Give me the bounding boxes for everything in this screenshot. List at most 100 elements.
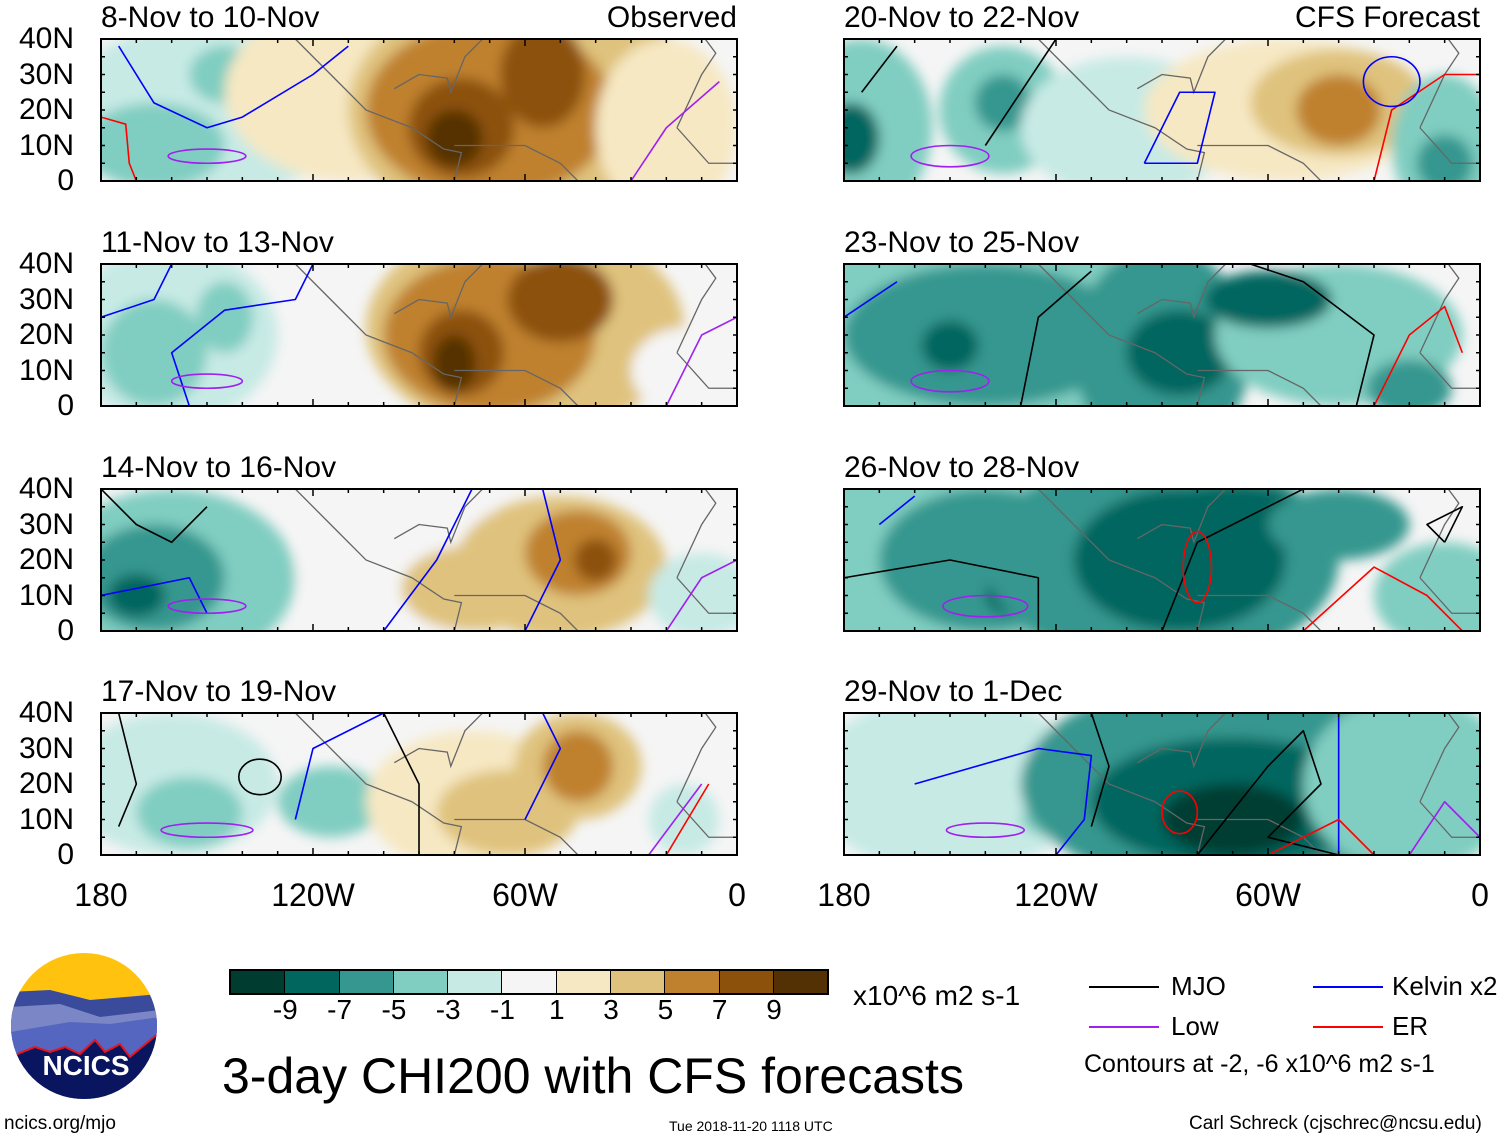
colorbar (229, 969, 830, 995)
coastline (1037, 264, 1480, 406)
legend-swatch-er (1313, 1026, 1383, 1028)
panel-title: 29-Nov to 1-Dec (844, 675, 1063, 708)
panel-title: 11-Nov to 13-Nov (101, 226, 334, 259)
map-panel (844, 489, 1480, 631)
contour-line (382, 713, 420, 855)
lat-label: 0 (57, 614, 74, 647)
lat-label: 10N (18, 578, 74, 612)
colorbar-label: -7 (327, 994, 353, 1025)
shading-cell (1162, 489, 1304, 529)
colorbar-swatch (393, 971, 449, 993)
map-panel (101, 264, 737, 406)
coastline (294, 713, 737, 855)
lat-label: 20N (18, 543, 74, 576)
colorbar-label: -1 (490, 994, 515, 1025)
lat-label: 30N (18, 57, 74, 91)
lon-label: 180 (817, 877, 871, 913)
colorbar-swatch (611, 971, 666, 993)
contour-line (1161, 489, 1304, 631)
lat-label: 20N (18, 93, 74, 126)
shading-cell (648, 552, 737, 631)
site-url[interactable]: ncics.org/mjo (4, 1113, 116, 1134)
legend-swatch-mjo (1089, 986, 1159, 988)
legend-swatch-kelvin (1313, 986, 1383, 988)
lat-label: 30N (18, 731, 74, 765)
map-panel (844, 264, 1480, 406)
contour-line (914, 747, 1093, 855)
shading-cell (921, 320, 979, 371)
contour-line (1019, 270, 1092, 406)
legend-swatch-low (1089, 1026, 1159, 1028)
lat-label: 10N (18, 802, 74, 836)
contour-line (878, 495, 916, 526)
contour-line (665, 783, 710, 855)
coastline (1037, 713, 1480, 855)
map-panel (844, 39, 1480, 181)
contour-line (1267, 818, 1375, 855)
lon-label: 180 (74, 877, 128, 913)
contour-line (167, 148, 247, 165)
shading-cell (507, 264, 614, 343)
shading-cell (542, 730, 614, 802)
colorbar-label: 3 (603, 994, 619, 1025)
contour-line (844, 281, 898, 318)
contour-line (524, 713, 562, 820)
contour-line (665, 559, 737, 631)
legend-label-mjo: MJO (1171, 971, 1226, 1001)
contour-note: Contours at -2, -6 x10^6 m2 s-1 (1084, 1050, 1435, 1078)
contour-line (1426, 505, 1464, 543)
shading-cell (631, 327, 737, 406)
lon-label: 60W (492, 877, 558, 913)
contour-line (170, 373, 244, 390)
colorbar-swatch (285, 971, 340, 993)
shading-cell (1296, 74, 1382, 146)
panel-tag: CFS Forecast (1294, 1, 1480, 34)
shading-cell (1374, 542, 1480, 631)
colorbar-swatch (448, 971, 503, 993)
lat-label: 20N (18, 767, 74, 800)
lat-label: 20N (18, 318, 74, 351)
lat-label: 40N (18, 472, 74, 505)
lat-label: 40N (18, 22, 74, 55)
colorbar-swatch (773, 971, 828, 993)
colorbar-label: -5 (381, 994, 407, 1025)
contour-line (861, 45, 898, 93)
shading-cell (136, 776, 243, 848)
shading-cell (500, 39, 586, 128)
contour-line (101, 116, 138, 181)
colorbar-label: 9 (766, 994, 782, 1025)
legend-label-kelvin: Kelvin x2 (1392, 971, 1498, 1001)
shading-cell (108, 574, 165, 617)
map-panel (101, 39, 737, 181)
lat-label: 0 (57, 164, 74, 197)
contour-line (238, 758, 283, 796)
map-panel (101, 713, 737, 855)
shading-cell (1366, 359, 1452, 406)
contour-line (1362, 55, 1421, 108)
shading-cell (433, 335, 476, 392)
lon-label: 120W (271, 877, 355, 913)
coastline (294, 39, 737, 181)
legend-label-er: ER (1392, 1011, 1429, 1041)
lat-label: 30N (18, 507, 74, 541)
lon-label: 0 (728, 877, 746, 913)
colorbar-label: 7 (711, 994, 728, 1025)
colorbar-swatch (665, 971, 720, 993)
shading-cell (574, 538, 617, 582)
contour-line (630, 80, 720, 181)
lon-label: 120W (1014, 877, 1098, 913)
colorbar-label: 1 (549, 994, 565, 1025)
panel-title: 26-Nov to 28-Nov (844, 451, 1080, 484)
contour-line (1090, 713, 1110, 827)
contour-line (910, 144, 990, 168)
coastline (294, 264, 737, 406)
shading-cell (844, 264, 1127, 406)
shading-cell (1204, 271, 1332, 328)
panel-title: 20-Nov to 22-Nov (844, 1, 1080, 34)
contour-line (1143, 91, 1216, 165)
contour-line (648, 783, 703, 855)
contour-line (383, 489, 473, 631)
lat-label: 0 (57, 838, 74, 871)
contour-line (1182, 530, 1213, 604)
map-panel (844, 713, 1480, 855)
